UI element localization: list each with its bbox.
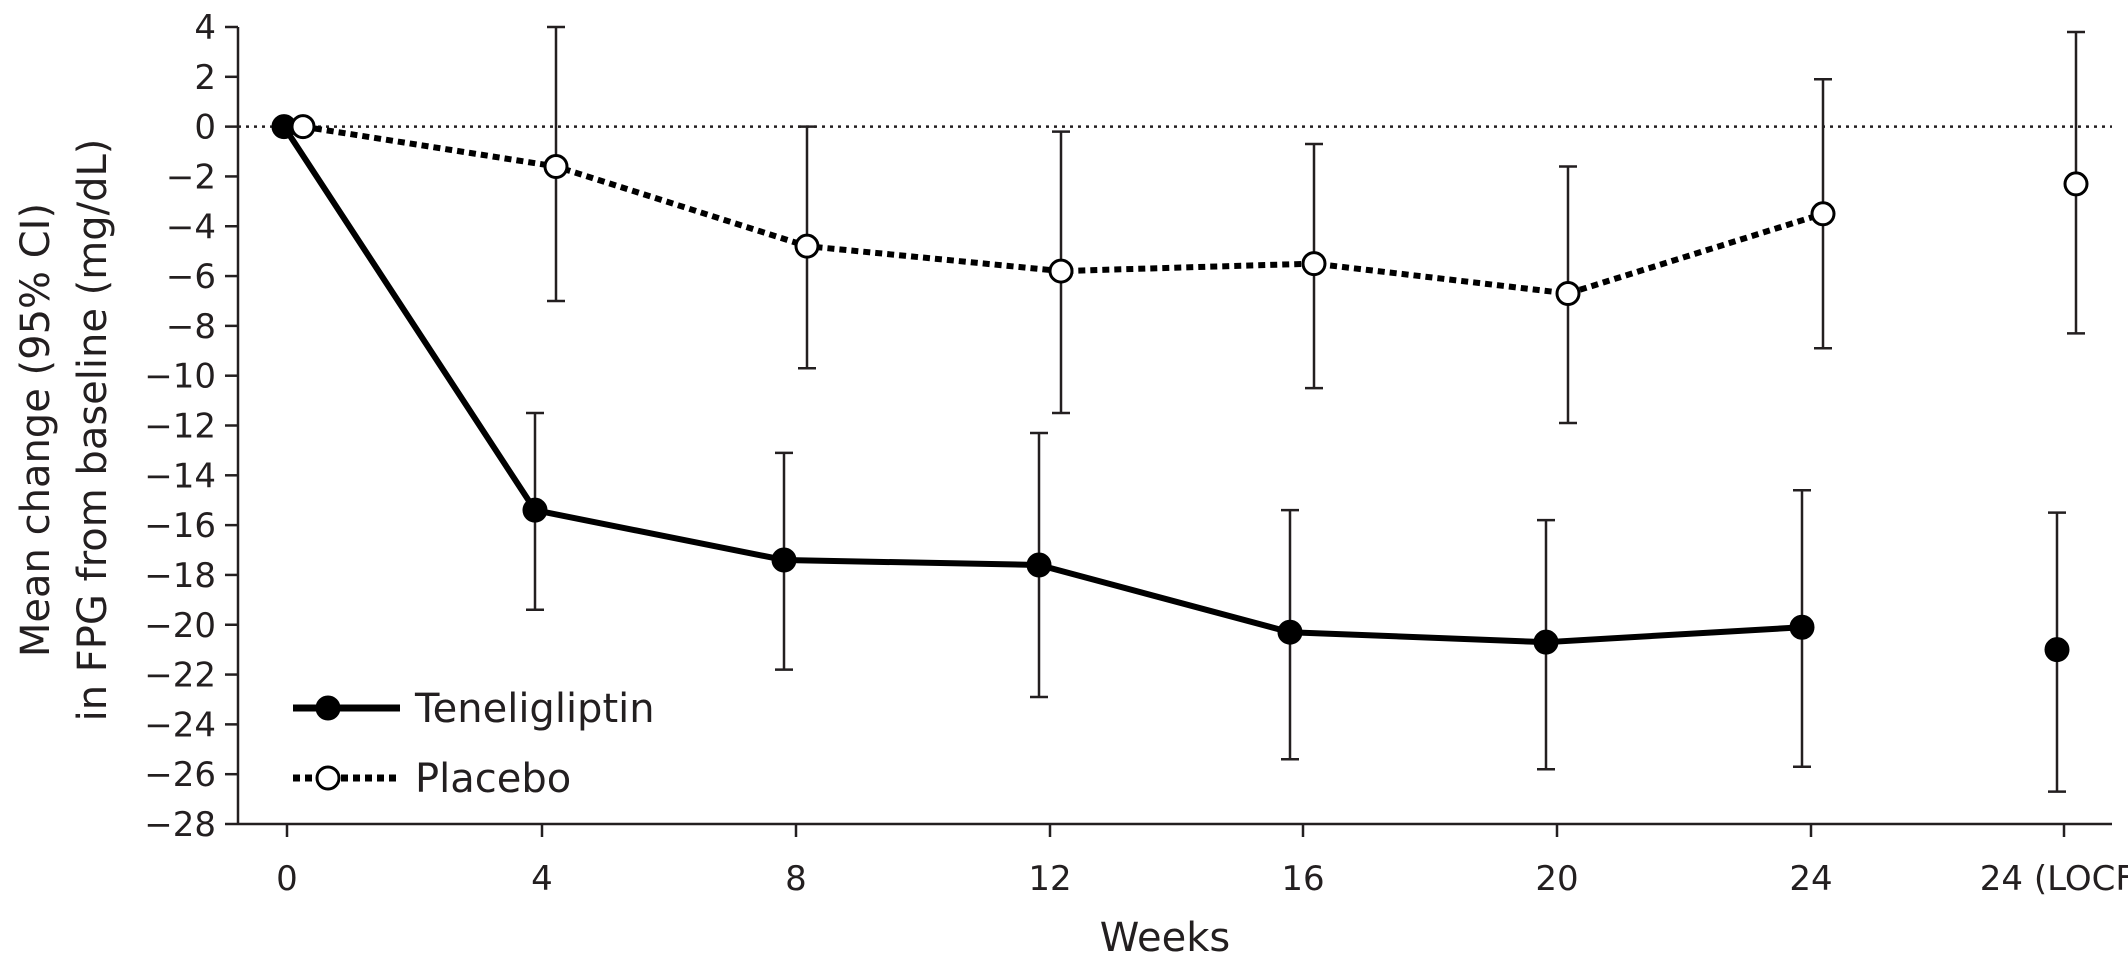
data-point-teneligliptin bbox=[1533, 629, 1559, 655]
x-tick-label: 24 (LOCF) bbox=[1980, 859, 2128, 899]
y-tick-label: −2 bbox=[166, 157, 216, 197]
data-point-placebo bbox=[1048, 258, 1074, 284]
x-tick-label: 4 bbox=[531, 859, 553, 899]
legend-marker-placebo bbox=[315, 765, 341, 791]
y-tick-label: −18 bbox=[144, 556, 216, 596]
data-point-teneligliptin bbox=[522, 497, 548, 523]
data-point-teneligliptin bbox=[1277, 619, 1303, 645]
data-point-placebo bbox=[1301, 251, 1327, 277]
y-tick-label: −26 bbox=[144, 755, 216, 795]
data-point-placebo bbox=[794, 233, 820, 259]
y-tick-label: −28 bbox=[144, 805, 216, 845]
data-point-placebo bbox=[2063, 171, 2089, 197]
data-point-placebo bbox=[543, 153, 569, 179]
error-bars bbox=[526, 25, 2085, 793]
y-tick-label: −12 bbox=[144, 407, 216, 447]
legend-item-teneligliptin: Teneligliptin bbox=[293, 686, 655, 732]
y-tick-label: −4 bbox=[166, 207, 216, 247]
x-tick-label: 24 bbox=[1789, 859, 1832, 899]
y-tick-label: −6 bbox=[166, 257, 216, 297]
legend: Teneligliptin Placebo bbox=[293, 686, 655, 802]
x-tick-label: 12 bbox=[1028, 859, 1071, 899]
y-ticks: 4 2 0 −2 −4 −6 −8 −10 −12 −14 −16 −18 −20 −22 −24 −26 −2… bbox=[144, 8, 238, 845]
y-tick-label: 2 bbox=[194, 58, 216, 98]
x-tick-label: 0 bbox=[276, 859, 298, 899]
x-tick-label: 8 bbox=[785, 859, 807, 899]
legend-item-placebo: Placebo bbox=[293, 756, 571, 802]
x-tick-label: 20 bbox=[1535, 859, 1578, 899]
data-point-teneligliptin bbox=[2044, 637, 2070, 663]
y-tick-label: −22 bbox=[144, 656, 216, 696]
y-axis-title-line-1: Mean change (95% CI) bbox=[13, 203, 59, 657]
y-tick-label: 0 bbox=[194, 108, 216, 148]
data-point-teneligliptin bbox=[1026, 552, 1052, 578]
y-tick-label: 4 bbox=[194, 8, 216, 48]
series-lines bbox=[281, 123, 1824, 646]
series-markers bbox=[271, 114, 2089, 663]
y-tick-label: −10 bbox=[144, 357, 216, 397]
data-point-placebo bbox=[1555, 280, 1581, 306]
y-tick-label: −8 bbox=[166, 307, 216, 347]
legend-label-teneligliptin: Teneligliptin bbox=[414, 686, 655, 732]
x-axis-title: Weeks bbox=[1100, 915, 1230, 961]
data-point-teneligliptin bbox=[1789, 614, 1815, 640]
x-ticks: 0 4 8 12 16 20 24 24 (LOCF) bbox=[276, 824, 2128, 899]
y-tick-label: −24 bbox=[144, 705, 216, 745]
y-tick-label: −20 bbox=[144, 606, 216, 646]
y-tick-label: −16 bbox=[144, 506, 216, 546]
legend-label-placebo: Placebo bbox=[415, 756, 571, 802]
y-axis-title-line-2: in FPG from baseline (mg/dL) bbox=[70, 139, 116, 722]
x-tick-label: 16 bbox=[1281, 859, 1324, 899]
data-point-teneligliptin bbox=[771, 547, 797, 573]
data-point-placebo bbox=[290, 114, 316, 140]
data-point-placebo bbox=[1810, 201, 1836, 227]
legend-marker-teneligliptin bbox=[315, 695, 341, 721]
y-tick-label: −14 bbox=[144, 456, 216, 496]
